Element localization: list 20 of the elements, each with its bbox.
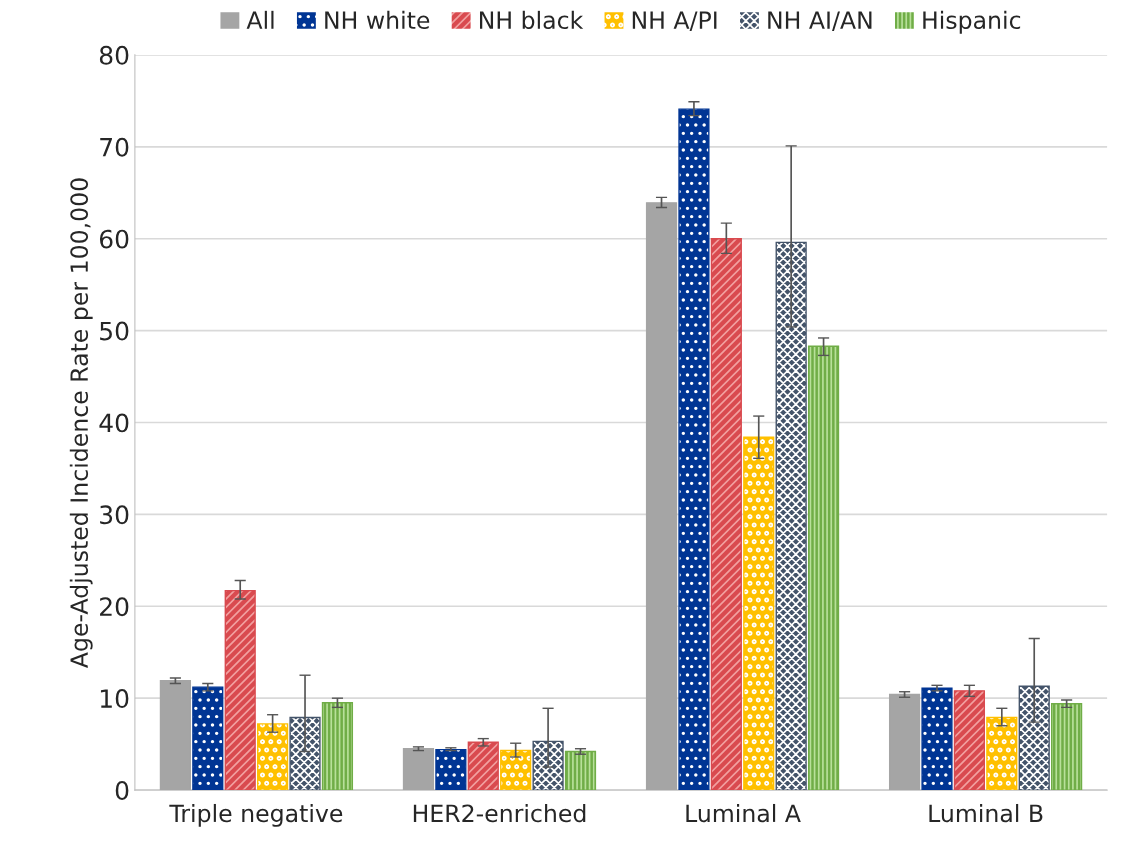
legend-label: NH AI/AN bbox=[768, 11, 872, 31]
legend-label: NH black bbox=[480, 10, 584, 30]
legend-label: All bbox=[246, 10, 274, 29]
legend-label: Hispanic bbox=[923, 10, 1021, 34]
legend-label: NH A/PI bbox=[632, 11, 717, 31]
legend-label: NH white bbox=[325, 10, 430, 30]
y-tick-label: 0 bbox=[115, 781, 129, 800]
y-tick-label: 40 bbox=[99, 413, 129, 433]
y-tick-label: 70 bbox=[100, 137, 129, 157]
y-axis-title: Age-Adjusted Incidence Rate per 100,000 bbox=[69, 178, 93, 669]
x-tick-label: Luminal A bbox=[686, 803, 801, 823]
y-tick-label: 60 bbox=[99, 229, 129, 249]
y-tick-label: 10 bbox=[100, 689, 129, 709]
x-tick-label: HER2-enriched bbox=[413, 803, 586, 823]
x-tick-label: Luminal B bbox=[929, 803, 1043, 823]
y-tick-label: 50 bbox=[100, 321, 129, 341]
y-tick-label: 80 bbox=[99, 45, 129, 65]
x-tick-label: Triple negative bbox=[169, 803, 343, 827]
y-tick-label: 30 bbox=[100, 505, 129, 525]
y-tick-label: 20 bbox=[100, 597, 129, 617]
